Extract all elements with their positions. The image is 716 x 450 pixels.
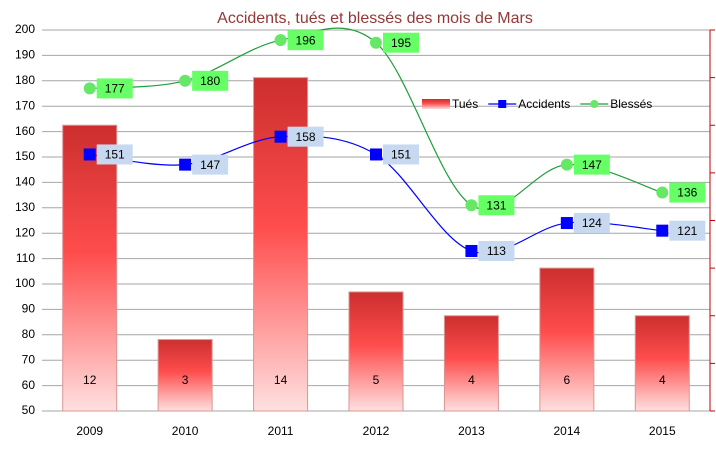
y-tick-label: 80: [22, 327, 36, 341]
label-box: [573, 213, 610, 234]
value-label: 177: [105, 82, 125, 96]
value-label: 121: [677, 224, 697, 238]
y-tick-label: 50: [22, 403, 36, 417]
y-tick-label: 100: [15, 276, 35, 290]
value-label: 136: [677, 186, 697, 200]
marker: [83, 82, 96, 95]
label-box: [287, 30, 324, 51]
y-tick-label: 110: [16, 251, 35, 265]
bar: [348, 291, 404, 412]
legend-label: Tués: [452, 97, 478, 111]
x-tick-label: 2013: [458, 424, 485, 438]
value-label: 195: [391, 36, 411, 50]
bar: [62, 124, 118, 412]
value-label: 131: [486, 198, 506, 212]
legend-marker: [590, 100, 599, 108]
label-box: [669, 220, 706, 241]
value-label: 151: [391, 148, 411, 162]
y-tick-label: 120: [15, 225, 35, 239]
y-tick-label: 90: [22, 302, 36, 316]
x-tick-label: 2009: [76, 424, 103, 438]
marker: [274, 130, 287, 143]
marker: [179, 74, 192, 87]
value-label: 196: [296, 33, 316, 47]
legend-marker: [498, 100, 507, 108]
legend-item: Blessés: [580, 97, 652, 111]
y-tick-label: 60: [22, 378, 36, 392]
y-tick-label: 140: [15, 175, 35, 189]
value-label: 124: [582, 216, 602, 230]
marker: [274, 34, 287, 47]
bar-value-label: 5: [373, 373, 380, 387]
x-tick-label: 2012: [363, 424, 390, 438]
marker: [656, 186, 669, 199]
series-2: 177 180 196 195 131 147 136: [83, 27, 706, 216]
x-tick-label: 2015: [649, 424, 676, 438]
label-box: [383, 144, 419, 165]
label-box: [192, 154, 229, 175]
bar: [443, 315, 499, 412]
marker: [83, 148, 96, 161]
label-box: [478, 240, 515, 261]
y-tick-label: 190: [15, 48, 35, 62]
label-box: [96, 78, 133, 99]
x-tick-label: 2010: [172, 424, 199, 438]
marker: [465, 199, 478, 212]
value-label: 180: [200, 74, 220, 88]
bar-value-label: 12: [83, 373, 97, 387]
marker: [465, 244, 478, 257]
bar-value-label: 3: [182, 373, 189, 387]
legend-item: Tués: [422, 97, 478, 111]
label-box: [192, 70, 229, 91]
series-1: 151 147 158 151 113 124 121: [83, 126, 706, 261]
value-label: 151: [105, 148, 125, 162]
label-box: [478, 195, 515, 216]
chart-title: Accidents, tués et blessés des mois de M…: [217, 10, 533, 27]
label-box: [96, 144, 133, 165]
legend-item: Accidents: [488, 97, 570, 111]
label-box: [383, 32, 419, 53]
y-tick-label: 180: [15, 73, 35, 87]
bar: [157, 339, 213, 412]
legend-label: Accidents: [518, 97, 570, 111]
value-label: 147: [200, 158, 220, 172]
bar: [539, 267, 595, 412]
legend-swatch: [422, 99, 450, 109]
marker: [179, 158, 192, 171]
legend-label: Blessés: [610, 97, 652, 111]
value-label: 147: [582, 158, 602, 172]
y-tick-label: 70: [22, 352, 36, 366]
value-label: 113: [487, 244, 506, 258]
bar-value-label: 4: [468, 373, 475, 387]
label-box: [669, 182, 706, 203]
marker: [656, 224, 669, 237]
bar-value-label: 6: [564, 373, 571, 387]
label-box: [573, 154, 610, 175]
x-tick-label: 2011: [268, 424, 294, 438]
y-tick-label: 170: [15, 98, 35, 112]
x-tick-label: 2014: [554, 424, 581, 438]
label-box: [287, 126, 324, 147]
marker: [370, 148, 382, 161]
marker: [560, 158, 573, 171]
y-tick-label: 160: [15, 124, 35, 138]
bar-value-label: 14: [274, 373, 288, 387]
marker: [560, 217, 573, 230]
bar: [634, 315, 690, 412]
value-label: 158: [296, 130, 316, 144]
y-tick-label: 200: [15, 22, 35, 36]
y-tick-label: 150: [15, 149, 35, 163]
y-tick-label: 130: [15, 200, 35, 214]
bar-value-label: 4: [659, 373, 666, 387]
marker: [370, 36, 382, 49]
